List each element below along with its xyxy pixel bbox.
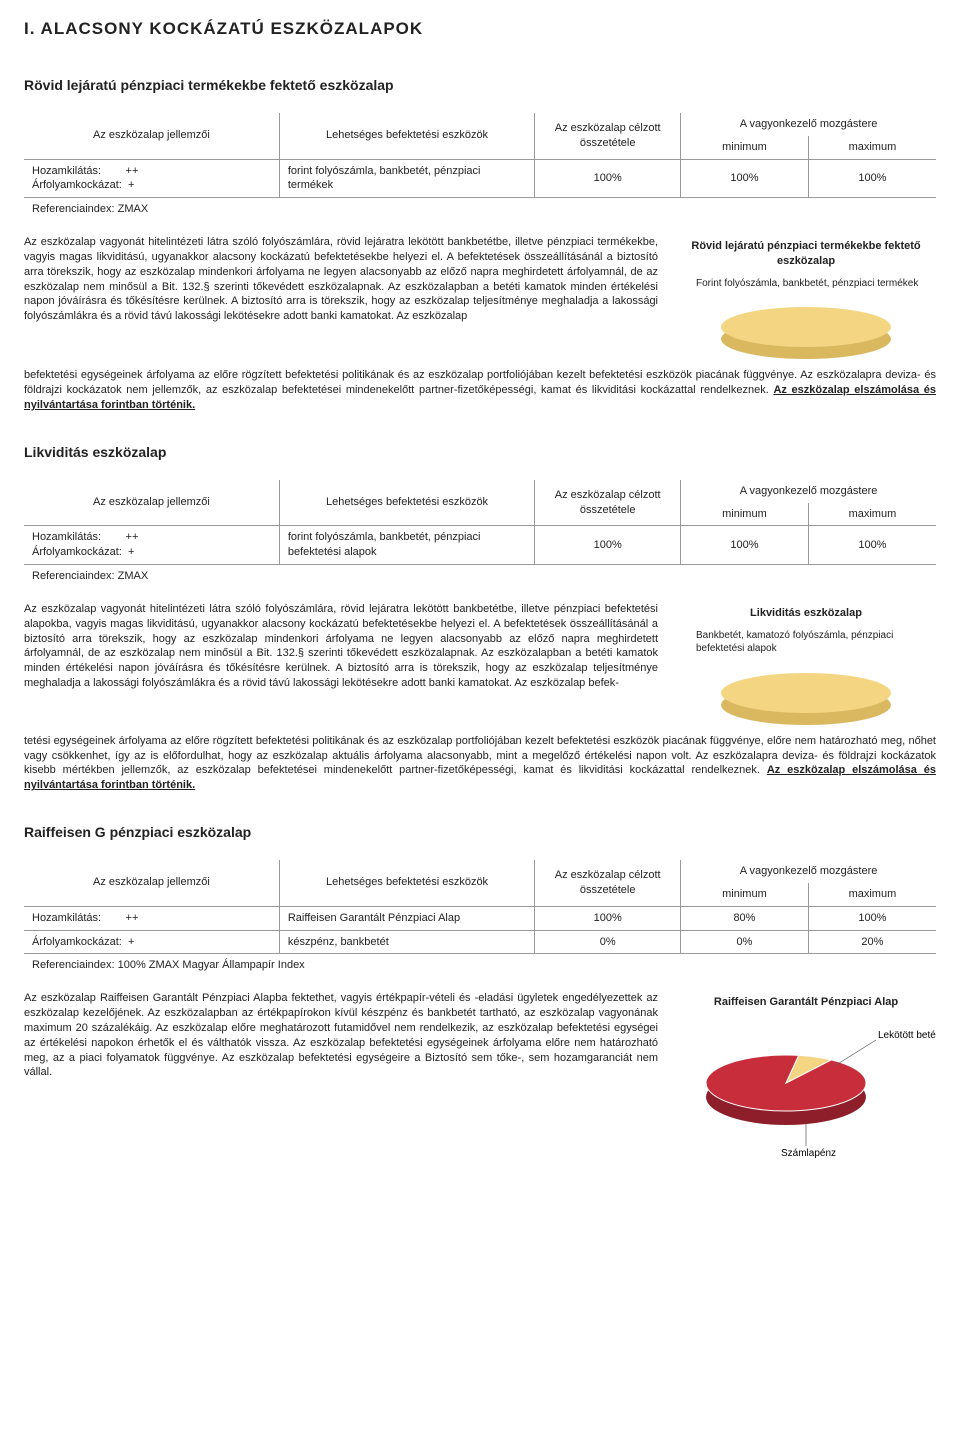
section-1-title: Rövid lejáratú pénzpiaci termékekbe fekt… <box>24 76 936 95</box>
s1-th-c1: Az eszközalap jellemzői <box>24 113 279 159</box>
s1-row-min: 100% <box>681 159 809 198</box>
s1-row-c1: Hozamkilátás: ++ Árfolyamkockázat: + <box>24 159 279 198</box>
s1-row-max: 100% <box>808 159 936 198</box>
s1-th-c2: Lehetséges befektetési eszközök <box>279 113 534 159</box>
s3-r0-c3: 100% <box>535 906 681 930</box>
s2-row-c3: 100% <box>535 526 681 565</box>
s1-chart-legend: Forint folyószámla, bankbetét, pénzpiaci… <box>696 277 936 291</box>
s1-th-max: maximum <box>808 136 936 159</box>
s2-th-c4a: A vagyonkezelő mozgástere <box>681 480 936 503</box>
section-3-title: Raiffeisen G pénzpiaci eszközalap <box>24 823 936 842</box>
s1-row-c3: 100% <box>535 159 681 198</box>
s2-ref: Referenciaindex: ZMAX <box>24 565 936 588</box>
s3-ref: Referenciaindex: 100% ZMAX Magyar Államp… <box>24 954 936 977</box>
s1-ref: Referenciaindex: ZMAX <box>24 198 936 221</box>
s3-th-c1: Az eszközalap jellemzői <box>24 860 279 906</box>
s3-th-c2: Lehetséges befektetési eszközök <box>279 860 534 906</box>
s2-row-min: 100% <box>681 526 809 565</box>
s2-th-c2: Lehetséges befektetési eszközök <box>279 480 534 526</box>
s1-th-c4a: A vagyonkezelő mozgástere <box>681 113 936 136</box>
s3-r1-c1: Árfolyamkockázat: + <box>24 930 279 954</box>
s1-hozam-val: ++ <box>126 165 139 177</box>
s2-th-c1: Az eszközalap jellemzői <box>24 480 279 526</box>
s2-arf-val: + <box>128 546 134 558</box>
s2-chart-title: Likviditás eszközalap <box>676 606 936 621</box>
s1-hozam-lbl: Hozamkilátás: <box>32 165 101 177</box>
s1-chart-title: Rövid lejáratú pénzpiaci termékekbe fekt… <box>676 239 936 269</box>
s2-row-c1: Hozamkilátás: ++ Árfolyamkockázat: + <box>24 526 279 565</box>
s2-chart: Likviditás eszközalap Bankbetét, kamatoz… <box>676 602 936 730</box>
s1-row-c2: forint folyószámla, bankbetét, pénzpiaci… <box>279 159 534 198</box>
s3-r1-min: 0% <box>681 930 809 954</box>
s2-row-max: 100% <box>808 526 936 565</box>
s1-th-c3: Az eszközalap célzott összetétele <box>535 113 681 159</box>
svg-text:Lekötött betét: Lekötött betét <box>878 1030 936 1041</box>
s2-para-top: Az eszközalap vagyonát hitelintézeti lát… <box>24 602 658 730</box>
s3-r0-min: 80% <box>681 906 809 930</box>
s1-para-full: befektetési egységeinek árfolyama az elő… <box>24 368 936 413</box>
section-1-table: Az eszközalap jellemzői Lehetséges befek… <box>24 113 936 221</box>
s2-row-c2: forint folyószámla, bankbetét, pénzpiaci… <box>279 526 534 565</box>
s3-r0-c2: Raiffeisen Garantált Pénzpiaci Alap <box>279 906 534 930</box>
s2-th-c3: Az eszközalap célzott összetétele <box>535 480 681 526</box>
s1-arf-lbl: Árfolyamkockázat: <box>32 179 122 191</box>
page-title: I. ALACSONY KOCKÁZATÚ ESZKÖZALAPOK <box>24 18 936 41</box>
s3-r0-c1: Hozamkilátás: ++ <box>24 906 279 930</box>
s3-r1-c2: készpénz, bankbetét <box>279 930 534 954</box>
s3-th-max: maximum <box>808 883 936 906</box>
svg-text:Számlapénz: Számlapénz <box>781 1148 836 1158</box>
s3-chart-title: Raiffeisen Garantált Pénzpiaci Alap <box>676 995 936 1010</box>
s3-r1-max: 20% <box>808 930 936 954</box>
s3-r1-c3: 0% <box>535 930 681 954</box>
s2-arf-lbl: Árfolyamkockázat: <box>32 546 122 558</box>
s2-chart-legend: Bankbetét, kamatozó folyószámla, pénzpia… <box>696 629 936 656</box>
s1-para-top: Az eszközalap vagyonát hitelintézeti lát… <box>24 235 658 364</box>
s3-r0-max: 100% <box>808 906 936 930</box>
section-2-title: Likviditás eszközalap <box>24 443 936 462</box>
section-3-table: Az eszközalap jellemzői Lehetséges befek… <box>24 860 936 977</box>
s2-hozam-val: ++ <box>126 531 139 543</box>
s1-chart: Rövid lejáratú pénzpiaci termékekbe fekt… <box>676 235 936 364</box>
s3-th-min: minimum <box>681 883 809 906</box>
section-2-table: Az eszközalap jellemzői Lehetséges befek… <box>24 480 936 588</box>
s2-hozam-lbl: Hozamkilátás: <box>32 531 101 543</box>
s2-th-min: minimum <box>681 503 809 526</box>
s3-para-top: Az eszközalap Raiffeisen Garantált Pénzp… <box>24 991 658 1158</box>
s3-th-c4a: A vagyonkezelő mozgástere <box>681 860 936 883</box>
s3-chart: Raiffeisen Garantált Pénzpiaci Alap Lekö… <box>676 991 936 1158</box>
s2-th-max: maximum <box>808 503 936 526</box>
s1-arf-val: + <box>128 179 134 191</box>
s1-th-min: minimum <box>681 136 809 159</box>
s2-para-full: tetési egységeinek árfolyama az előre rö… <box>24 734 936 793</box>
s3-th-c3: Az eszközalap célzott összetétele <box>535 860 681 906</box>
